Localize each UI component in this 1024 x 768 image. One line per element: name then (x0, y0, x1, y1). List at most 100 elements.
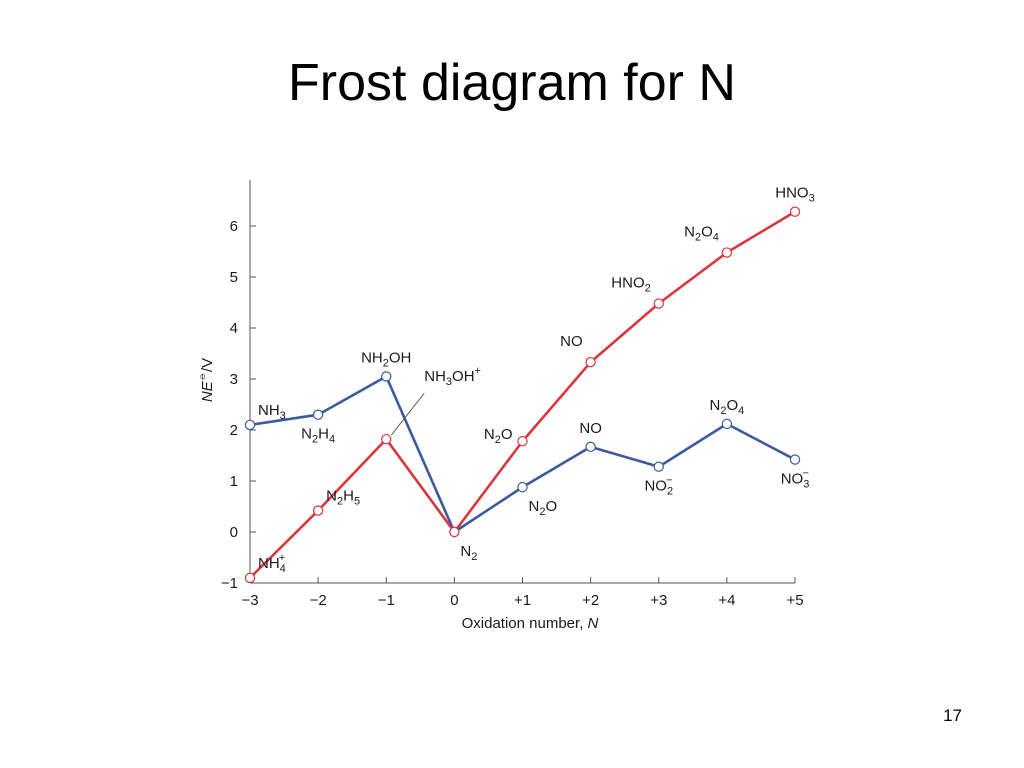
point-label-part: 4 (280, 563, 286, 575)
point-label: N2H5 (326, 488, 360, 508)
point-label-part: H (343, 488, 354, 505)
x-tick-label: +2 (582, 592, 599, 609)
x-tick-label: −1 (378, 592, 395, 609)
point-label-part: 2 (539, 506, 545, 518)
point-label: N2 (460, 543, 477, 563)
y-tick-label: 1 (230, 473, 238, 490)
point-label: N2H4 (301, 426, 335, 446)
point-label-part: 2 (337, 496, 343, 508)
point-label-part: N (301, 426, 312, 443)
point-label: NH3 (258, 402, 286, 422)
point-label-part: 2 (383, 357, 389, 369)
series-2-point (312, 505, 324, 516)
point-label: NO (560, 333, 583, 350)
x-tick-label: +1 (514, 592, 531, 609)
series-2-point (585, 356, 596, 368)
y-tick-label: 4 (230, 320, 238, 337)
point-label-part: + (475, 365, 481, 377)
point-label-part: NH (361, 349, 383, 366)
series-2-point (449, 526, 460, 538)
point-label-part: 2 (495, 434, 501, 446)
series-2-point (789, 206, 801, 217)
point-label-part: O (726, 397, 738, 414)
chart-series-lines (249, 210, 796, 579)
y-tick-label: 0 (230, 524, 238, 541)
point-label: HNO2 (611, 275, 650, 295)
point-label-part: NH (424, 368, 446, 385)
point-label: HNO3 (775, 185, 814, 205)
point-label-part: NO (644, 478, 667, 495)
point-label-part: 4 (713, 232, 719, 244)
point-label-part: 3 (803, 479, 809, 491)
label-leader-line (390, 392, 425, 436)
series-line-2 (249, 210, 796, 579)
x-tick-label: 0 (450, 592, 458, 609)
x-tick-label: +5 (786, 592, 803, 609)
point-label-part: N (326, 488, 337, 505)
series-1-point (312, 409, 324, 420)
y-tick-label: 3 (230, 371, 238, 388)
point-label: NO (579, 420, 602, 437)
y-axis-title: NE⦵/V (196, 358, 216, 402)
series-1-point (721, 418, 733, 430)
x-tick-label: +3 (650, 592, 667, 609)
point-label-part: NO (579, 420, 602, 437)
series-2-point (517, 436, 528, 447)
chart-axes: −3 −2 −1 0 +1 +2 +3 +4 +5 −1 0 1 2 3 4 5 6 (221, 180, 804, 609)
point-label-part: 3 (809, 193, 815, 205)
point-label-part: O (701, 224, 713, 241)
point-label-part: NH (258, 402, 280, 419)
point-label-part: NO (781, 471, 804, 488)
y-tick-label: 5 (230, 269, 238, 286)
point-label-part: + (279, 552, 285, 564)
chart-series-points (244, 206, 801, 584)
point-label-part: 4 (738, 405, 744, 417)
series-1-point (381, 371, 392, 382)
point-label-part: HNO (611, 275, 644, 292)
point-label-part: 4 (329, 434, 335, 446)
point-label-part: H (318, 426, 329, 443)
point-label-part: 2 (667, 486, 673, 498)
series-1-point (244, 419, 256, 431)
y-tick-label: 6 (230, 218, 238, 235)
point-label-part: 2 (645, 283, 651, 295)
point-label-part: N (484, 426, 495, 443)
point-label-part: 2 (720, 405, 726, 417)
point-label-part: OH (389, 349, 412, 366)
point-label-part: NH (258, 555, 280, 572)
series-2-point (721, 247, 733, 258)
chart-point-labels: NH3N2H4NH2OHN2N2ONONO2−N2O4NO3−NH4+N2H5N… (258, 185, 815, 575)
point-label-part: 3 (280, 410, 286, 422)
point-label: N2O (529, 498, 558, 518)
point-label-part: 2 (312, 434, 318, 446)
point-label-part: − (802, 468, 808, 480)
point-label-part: N (460, 543, 471, 560)
point-label-part: N (529, 498, 540, 515)
point-label: NH2OH (361, 349, 411, 369)
x-tick-label: −2 (310, 592, 327, 609)
series-1-point (789, 454, 801, 465)
series-1-point (585, 441, 596, 453)
point-label-part: 2 (695, 232, 701, 244)
point-label: N2O (484, 426, 513, 446)
series-2-point (381, 433, 392, 445)
point-label-part: HNO (775, 185, 808, 202)
series-2-point (244, 572, 256, 584)
point-label-part: 2 (471, 551, 477, 563)
point-label-part: O (501, 426, 513, 443)
x-tick-label: −3 (241, 592, 258, 609)
point-label: NO3− (781, 468, 810, 491)
point-label: NH3OH+ (424, 365, 481, 388)
y-tick-label: 2 (230, 422, 238, 439)
x-tick-label: +4 (718, 592, 735, 609)
point-label: N2O4 (709, 397, 744, 417)
y-tick-label: −1 (221, 575, 238, 592)
series-2-point (653, 298, 664, 309)
x-axis-title: Oxidation number, N (462, 615, 599, 632)
series-1-point (517, 481, 528, 493)
point-label-part: N (684, 224, 695, 241)
slide-number: 17 (943, 706, 962, 725)
point-label: N2O4 (684, 224, 719, 244)
point-label-part: NO (560, 333, 583, 350)
